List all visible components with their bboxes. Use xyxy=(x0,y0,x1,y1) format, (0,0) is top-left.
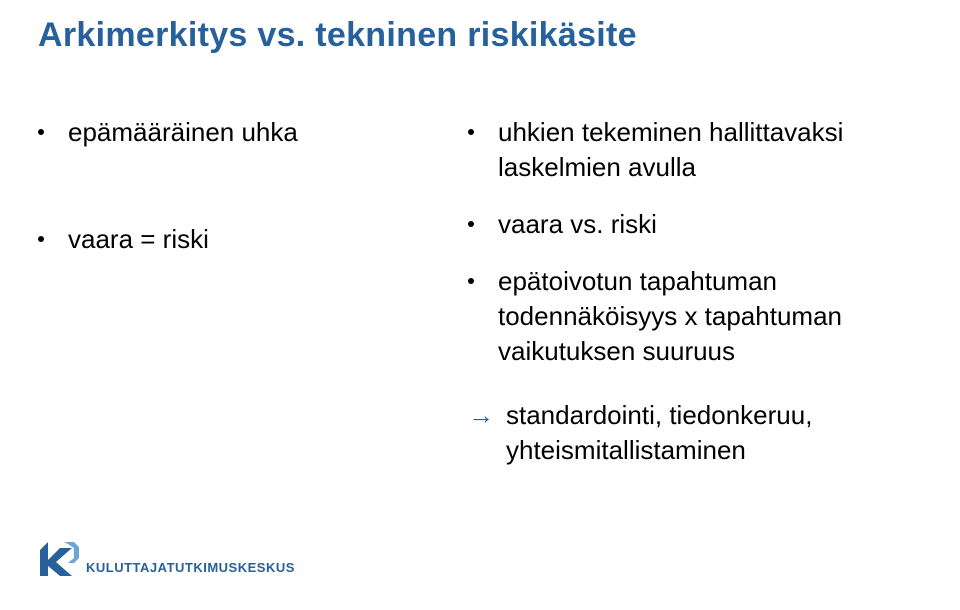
arrow-icon: → xyxy=(468,400,494,431)
bullet-dot-icon xyxy=(468,129,474,135)
list-item: vaara = riski xyxy=(38,222,468,257)
bullet-dot-icon xyxy=(468,278,474,284)
right-column: uhkien tekeminen hallittavaksi laskelmie… xyxy=(468,115,922,468)
bullet-text: vaara vs. riski xyxy=(498,207,657,242)
bullet-text: vaara = riski xyxy=(68,222,209,257)
list-item: epämääräinen uhka xyxy=(38,115,468,150)
slide: Arkimerkitys vs. tekninen riskikäsite ep… xyxy=(0,0,960,610)
bullet-text: epätoivotun tapahtuman todennäköisyys x … xyxy=(498,264,922,369)
bullet-text: epämääräinen uhka xyxy=(68,115,298,150)
list-item: epätoivotun tapahtuman todennäköisyys x … xyxy=(468,264,922,369)
spacer xyxy=(38,178,468,222)
logo: KULUTTAJATUTKIMUSKESKUS xyxy=(38,540,295,578)
list-item: vaara vs. riski xyxy=(468,207,922,242)
bullet-dot-icon xyxy=(38,129,44,135)
arrow-item: → standardointi, tiedonkeruu, yhteismita… xyxy=(468,398,922,468)
content-columns: epämääräinen uhka vaara = riski uhkien t… xyxy=(38,115,922,468)
bullet-text: uhkien tekeminen hallittavaksi laskelmie… xyxy=(498,115,922,185)
list-item: uhkien tekeminen hallittavaksi laskelmie… xyxy=(468,115,922,185)
arrow-text: standardointi, tiedonkeruu, yhteismitall… xyxy=(506,398,922,468)
slide-title: Arkimerkitys vs. tekninen riskikäsite xyxy=(38,16,637,55)
left-column: epämääräinen uhka vaara = riski xyxy=(38,115,468,468)
logo-text: KULUTTAJATUTKIMUSKESKUS xyxy=(86,560,295,578)
bullet-dot-icon xyxy=(38,236,44,242)
bullet-dot-icon xyxy=(468,221,474,227)
logo-mark-icon xyxy=(38,540,80,578)
